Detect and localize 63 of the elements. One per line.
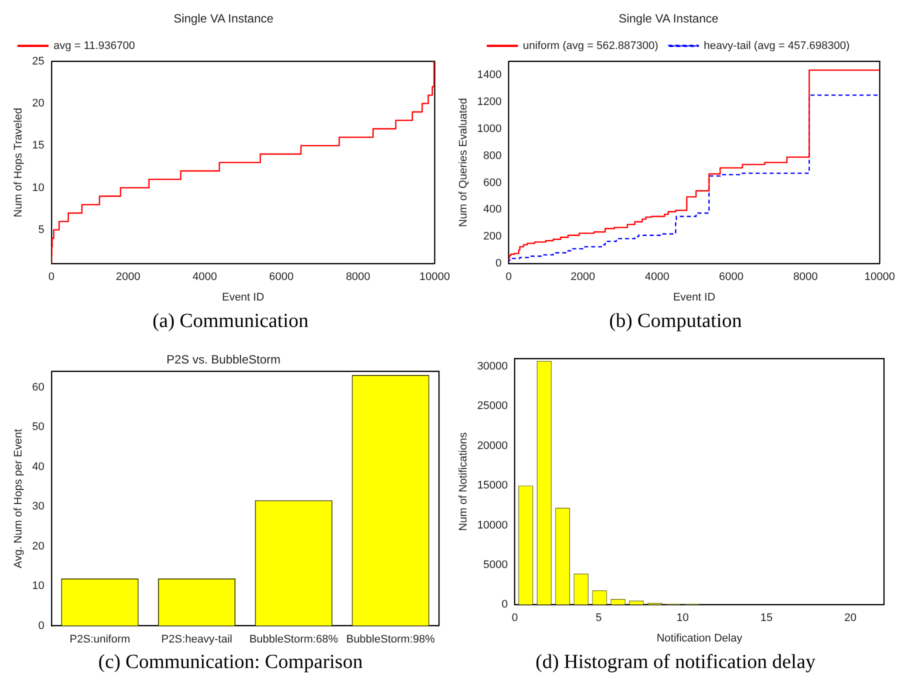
x-tick-label: 10 bbox=[676, 612, 689, 624]
y-tick-label: 25 bbox=[32, 55, 44, 68]
x-axis-title: Event ID bbox=[222, 291, 264, 304]
y-tick-label: 600 bbox=[483, 176, 502, 189]
x-tick-label: 2000 bbox=[116, 271, 140, 284]
y-tick-label: 30 bbox=[32, 500, 44, 513]
x-tick-label: P2S:uniform bbox=[70, 633, 130, 646]
chart-title: Single VA Instance bbox=[618, 12, 719, 26]
y-tick-label: 40 bbox=[32, 460, 44, 473]
text: (a) Communication bbox=[152, 310, 309, 333]
x-tick-label: 10000 bbox=[864, 271, 896, 284]
x-tick-label: 0 bbox=[512, 612, 518, 624]
y-tick-label: 5000 bbox=[483, 558, 508, 571]
y-tick-label: 10000 bbox=[477, 519, 508, 532]
y-tick-label: 0 bbox=[502, 598, 508, 611]
y-axis-title: Num of Queries Evaluated bbox=[458, 98, 470, 228]
x-tick-label: 0 bbox=[48, 271, 54, 284]
y-axis-title: Num of Notifications bbox=[458, 432, 470, 531]
y-tick-label: 1400 bbox=[477, 68, 502, 81]
y-tick-label: 10 bbox=[32, 182, 44, 194]
x-axis-title: Notification Delay bbox=[656, 632, 743, 644]
text: (d) Histogram of notification delay bbox=[536, 651, 816, 674]
x-tick-label: 20 bbox=[844, 612, 857, 624]
legend-label: avg = 11.936700 bbox=[54, 40, 135, 52]
x-tick-label: BubbleStorm:98% bbox=[346, 633, 436, 646]
y-tick-label: 400 bbox=[483, 204, 502, 216]
x-tick-label: BubbleStorm:68% bbox=[249, 633, 338, 646]
y-tick-label: 1000 bbox=[477, 122, 502, 135]
x-tick-label: 2000 bbox=[570, 271, 596, 284]
y-tick-label: 5 bbox=[38, 224, 44, 236]
x-tick-label: 4000 bbox=[644, 271, 670, 284]
text: (b) Computation bbox=[609, 310, 742, 333]
y-tick-label: 50 bbox=[32, 421, 44, 434]
chart-title: P2S vs. BubbleStorm bbox=[166, 352, 281, 367]
x-tick-label: 10000 bbox=[419, 271, 450, 284]
legend-label: uniform (avg = 562.887300) bbox=[522, 40, 658, 52]
y-tick-label: 10 bbox=[32, 580, 44, 592]
x-tick-label: 4000 bbox=[192, 271, 217, 284]
legend-label: heavy-tail (avg = 457.698300) bbox=[704, 40, 850, 52]
x-tick-label: 8000 bbox=[793, 271, 818, 284]
y-axis-title: Num of Hops Traveled bbox=[12, 108, 25, 218]
y-tick-label: 30000 bbox=[477, 360, 508, 373]
y-tick-label: 1200 bbox=[477, 96, 502, 108]
x-tick-label: 15 bbox=[760, 612, 773, 624]
y-axis-title: Avg. Num of Hops per Event bbox=[12, 429, 25, 568]
text: (c) Communication: Comparison bbox=[98, 651, 363, 674]
y-tick-label: 15 bbox=[32, 140, 44, 152]
y-tick-label: 200 bbox=[483, 230, 502, 243]
x-tick-label: P2S:heavy-tail bbox=[161, 633, 232, 646]
x-tick-label: 8000 bbox=[346, 271, 370, 284]
y-tick-label: 60 bbox=[32, 381, 44, 394]
y-tick-label: 20000 bbox=[477, 440, 508, 452]
y-tick-label: 800 bbox=[483, 150, 502, 162]
y-tick-label: 25000 bbox=[477, 400, 508, 412]
x-tick-label: 5 bbox=[596, 612, 602, 624]
chart-title: Single VA Instance bbox=[174, 12, 274, 26]
y-tick-label: 15000 bbox=[477, 480, 508, 492]
y-tick-label: 20 bbox=[32, 98, 44, 110]
y-tick-label: 20 bbox=[32, 540, 44, 552]
x-axis-title: Event ID bbox=[673, 291, 716, 304]
y-tick-label: 0 bbox=[496, 258, 502, 270]
x-tick-label: 6000 bbox=[269, 271, 294, 284]
x-tick-label: 6000 bbox=[719, 271, 744, 284]
